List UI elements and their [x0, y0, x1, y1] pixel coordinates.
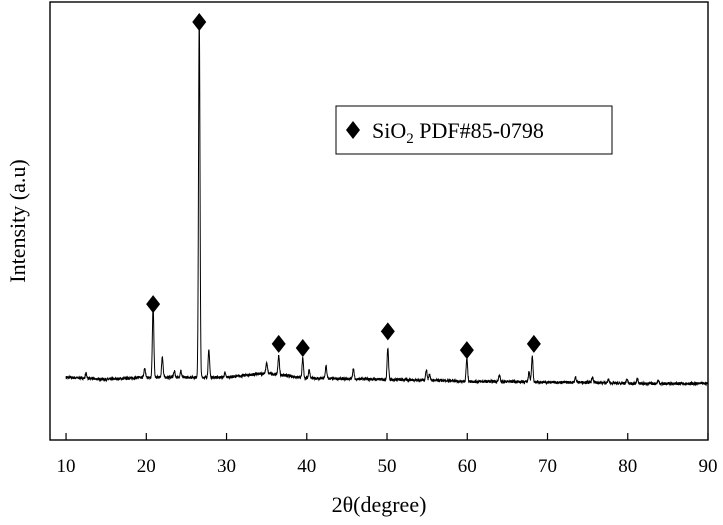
x-axis-tick-labels: 10 20 30 40 50 60 70 80 90 [57, 456, 718, 477]
legend: SiO2 PDF#85-0798 [335, 105, 613, 155]
x-tick-label-60: 60 [458, 456, 477, 477]
peak-diamond-marker [192, 13, 207, 31]
x-axis-ticks [65, 433, 709, 440]
peak-diamond-marker [271, 334, 286, 353]
plot-frame [49, 1, 709, 441]
legend-label-main: SiO [372, 118, 406, 143]
x-tick-label-70: 70 [538, 456, 557, 477]
x-tick-label-10: 10 [57, 456, 76, 477]
y-axis-label: Intensity (a.u) [5, 159, 30, 282]
legend-label: SiO2 PDF#85-0798 [372, 118, 544, 147]
peak-diamond-marker [459, 341, 474, 360]
x-axis-label: 2θ(degree) [332, 492, 427, 517]
peak-diamond-marker [146, 295, 161, 314]
x-tick-label-90: 90 [699, 456, 718, 477]
x-tick-label-80: 80 [618, 456, 637, 477]
peak-diamond-marker [295, 339, 310, 358]
legend-diamond-marker [346, 121, 360, 139]
x-tick-label-20: 20 [137, 456, 156, 477]
xrd-pattern-line [65, 18, 709, 387]
peak-markers [146, 13, 541, 360]
x-tick-label-50: 50 [378, 456, 397, 477]
peak-diamond-marker [526, 334, 541, 353]
legend-label-subscript: 2 [406, 131, 414, 147]
x-tick-label-30: 30 [217, 456, 236, 477]
legend-box [335, 105, 613, 155]
x-tick-label-40: 40 [297, 456, 316, 477]
peak-diamond-marker [380, 322, 395, 341]
legend-label-rest: PDF#85-0798 [414, 118, 544, 143]
